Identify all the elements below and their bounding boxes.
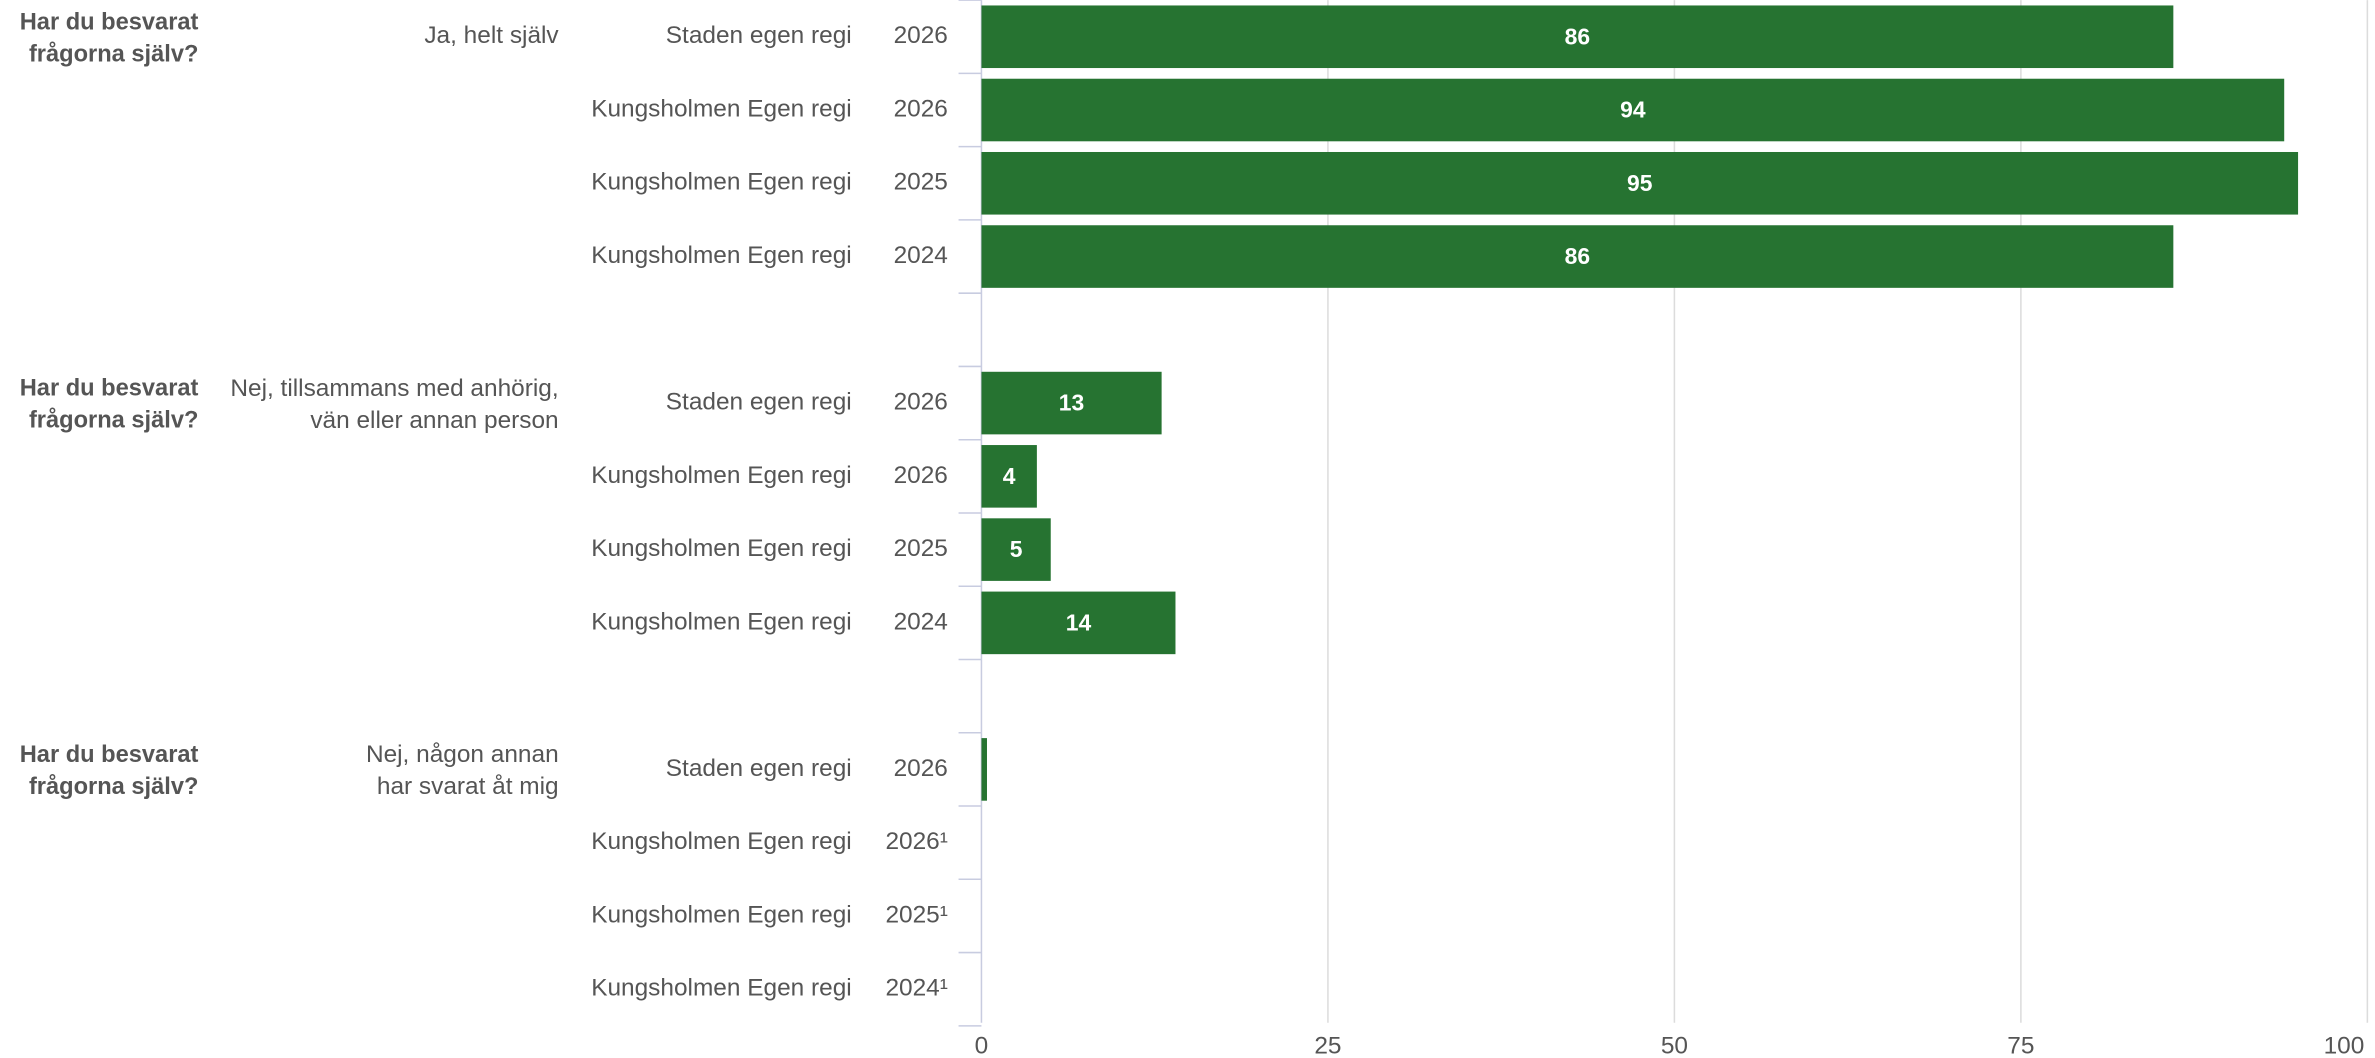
year-label: 2025 — [894, 169, 948, 196]
category-label: Kungsholmen Egen regi — [591, 901, 852, 928]
value-label: 94 — [1620, 97, 1646, 123]
category-label: Kungsholmen Egen regi — [591, 535, 852, 562]
answer: Nej, tillsammans med anhörig, — [230, 375, 558, 402]
answer: Ja, helt själv — [424, 22, 559, 49]
question: Har du besvarat — [20, 376, 199, 402]
year-label: 2024 — [894, 242, 948, 269]
category-label: Kungsholmen Egen regi — [591, 975, 852, 1002]
x-tick-label: 50 — [1661, 1033, 1688, 1058]
value-label: 86 — [1565, 243, 1590, 269]
year-label: 2026 — [894, 389, 948, 416]
answer: Nej, någon annan — [366, 741, 559, 768]
year-label: 2026 — [894, 95, 948, 122]
question: Har du besvarat — [20, 742, 199, 768]
bar — [981, 5, 2174, 69]
bar — [981, 518, 1051, 581]
category-label: Kungsholmen Egen regi — [591, 608, 852, 635]
x-tick-label: 0 — [975, 1033, 989, 1058]
bar — [981, 78, 2285, 142]
answer: vän eller annan person — [310, 407, 558, 434]
category-label: Staden egen regi — [666, 22, 852, 49]
question: frågorna själv? — [29, 41, 198, 67]
bar — [981, 371, 1162, 435]
bar — [981, 738, 987, 801]
value-label: 86 — [1565, 23, 1590, 49]
bar — [981, 591, 1176, 655]
value-label: 95 — [1627, 170, 1653, 196]
x-tick-label: 100 — [2324, 1033, 2365, 1058]
category-label: Staden egen regi — [666, 755, 852, 782]
value-label: 5 — [1010, 536, 1023, 562]
question: frågorna själv? — [29, 408, 198, 434]
x-tick-label: 25 — [1314, 1033, 1341, 1058]
year-label: 2026 — [894, 755, 948, 782]
category-label: Kungsholmen Egen regi — [591, 95, 852, 122]
category-label: Kungsholmen Egen regi — [591, 242, 852, 269]
category-label: Kungsholmen Egen regi — [591, 169, 852, 196]
question: Har du besvarat — [20, 9, 199, 35]
value-label: 14 — [1066, 609, 1092, 635]
question: frågorna själv? — [29, 774, 198, 800]
bar — [981, 151, 2299, 215]
year-label: 2026 — [894, 462, 948, 489]
value-label: 13 — [1059, 390, 1084, 416]
bar — [981, 225, 2174, 288]
year-label: 2026¹ — [885, 828, 947, 855]
category-label: Kungsholmen Egen regi — [591, 828, 852, 855]
category-label: Kungsholmen Egen regi — [591, 462, 852, 489]
year-label: 2024 — [894, 608, 948, 635]
bar — [981, 445, 1037, 508]
year-label: 2025¹ — [885, 901, 947, 928]
year-label: 2026 — [894, 22, 948, 49]
year-label: 2025 — [894, 535, 948, 562]
x-tick-label: 75 — [2007, 1033, 2034, 1058]
answer: har svarat åt mig — [377, 773, 559, 800]
value-label: 4 — [1003, 463, 1016, 489]
year-label: 2024¹ — [885, 975, 947, 1002]
category-label: Staden egen regi — [666, 389, 852, 416]
